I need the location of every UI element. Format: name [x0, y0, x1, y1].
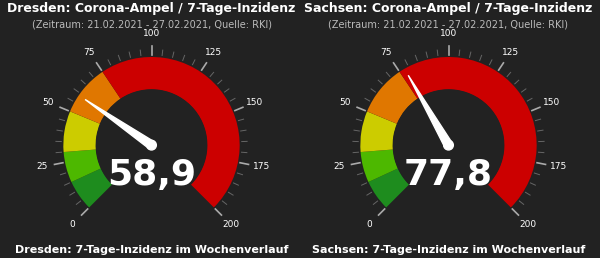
Wedge shape — [367, 72, 418, 124]
Polygon shape — [408, 75, 452, 147]
Text: 75: 75 — [380, 48, 392, 57]
Wedge shape — [103, 57, 239, 207]
Text: Dresden: 7-Tage-Inzidenz im Wochenverlauf: Dresden: 7-Tage-Inzidenz im Wochenverlau… — [15, 245, 288, 255]
Text: 125: 125 — [502, 48, 519, 57]
Text: Sachsen: 7-Tage-Inzidenz im Wochenverlauf: Sachsen: 7-Tage-Inzidenz im Wochenverlau… — [312, 245, 585, 255]
Text: (Zeitraum: 21.02.2021 - 27.02.2021, Quelle: RKI): (Zeitraum: 21.02.2021 - 27.02.2021, Quel… — [32, 19, 271, 29]
Text: Sachsen: Corona-Ampel / 7-Tage-Inzidenz: Sachsen: Corona-Ampel / 7-Tage-Inzidenz — [304, 2, 593, 15]
Text: Dresden: Corona-Ampel / 7-Tage-Inzidenz: Dresden: Corona-Ampel / 7-Tage-Inzidenz — [7, 2, 296, 15]
Text: 0: 0 — [70, 220, 76, 229]
Polygon shape — [85, 99, 154, 149]
Text: 175: 175 — [550, 163, 567, 171]
Wedge shape — [64, 149, 101, 182]
Text: 200: 200 — [519, 220, 536, 229]
Wedge shape — [70, 72, 121, 124]
Text: 100: 100 — [143, 29, 160, 38]
Circle shape — [394, 90, 503, 200]
Wedge shape — [361, 111, 397, 152]
Circle shape — [97, 90, 206, 200]
Text: 100: 100 — [440, 29, 457, 38]
Wedge shape — [361, 149, 398, 182]
Text: 200: 200 — [222, 220, 239, 229]
Text: 125: 125 — [205, 48, 222, 57]
Text: 25: 25 — [36, 163, 47, 171]
Circle shape — [443, 140, 454, 150]
Wedge shape — [71, 168, 112, 207]
Text: 150: 150 — [543, 98, 560, 107]
Wedge shape — [368, 168, 409, 207]
Text: 75: 75 — [83, 48, 95, 57]
Wedge shape — [400, 57, 536, 207]
Text: 150: 150 — [246, 98, 263, 107]
Text: (Zeitraum: 21.02.2021 - 27.02.2021, Quelle: RKI): (Zeitraum: 21.02.2021 - 27.02.2021, Quel… — [329, 19, 569, 29]
Text: 50: 50 — [43, 98, 54, 107]
Text: 25: 25 — [333, 163, 344, 171]
Wedge shape — [64, 111, 100, 152]
Text: 50: 50 — [340, 98, 351, 107]
Text: 58,9: 58,9 — [107, 158, 196, 192]
Text: 77,8: 77,8 — [404, 158, 493, 192]
Text: 0: 0 — [367, 220, 373, 229]
Circle shape — [146, 140, 157, 150]
Text: 175: 175 — [253, 163, 270, 171]
